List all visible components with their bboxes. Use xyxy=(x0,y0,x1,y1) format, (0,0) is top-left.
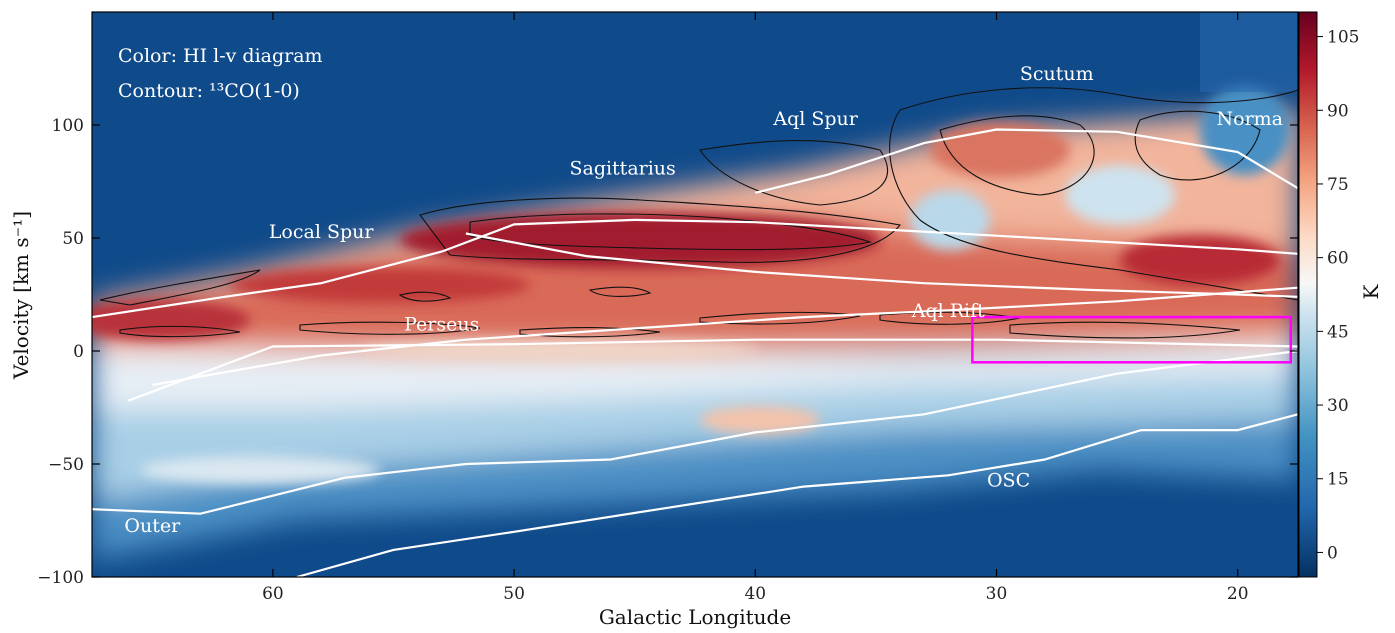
colorbar-ticks: 0 15 30 45 60 75 90 105 xyxy=(1317,28,1359,563)
region-label: Norma xyxy=(1217,108,1284,130)
region-label: Local Spur xyxy=(269,221,375,243)
annotation-line-1: Color: HI l-v diagram xyxy=(118,45,323,67)
region-label: Aql Rift xyxy=(911,300,985,322)
spiral-arm-track xyxy=(152,286,1298,386)
x-axis-title: Galactic Longitude xyxy=(599,605,791,629)
region-label: Aql Spur xyxy=(772,108,858,130)
y-tick-label: −100 xyxy=(37,568,84,588)
colorbar-tick-label: 90 xyxy=(1327,101,1349,121)
y-axis-title: Velocity [km s⁻¹] xyxy=(9,211,33,380)
highlight-box-layer xyxy=(971,315,1293,364)
colorbar-tick-label: 15 xyxy=(1327,470,1349,490)
x-tick-label: 20 xyxy=(1227,584,1249,604)
x-tick-label: 60 xyxy=(262,584,284,604)
colorbar-tick-label: 0 xyxy=(1327,543,1338,563)
colorbar-tick-label: 60 xyxy=(1327,249,1349,269)
colorbar-tick-label: 30 xyxy=(1327,396,1349,416)
y-tick-label: 100 xyxy=(52,116,84,136)
region-label: Outer xyxy=(124,515,181,537)
spiral-arm-track xyxy=(92,349,1298,515)
spiral-arm-track xyxy=(296,413,1298,577)
highlight-box xyxy=(971,315,1293,364)
y-tick-label: −50 xyxy=(48,455,84,475)
region-label: Scutum xyxy=(1020,63,1094,85)
x-axis: 60 50 40 30 20 xyxy=(262,12,1249,604)
colorbar-label: K xyxy=(1359,283,1383,299)
region-labels: Local Spur Sagittarius Aql Spur Scutum Norma… xyxy=(124,63,1283,537)
region-label: Perseus xyxy=(404,314,479,336)
spiral-arm-track xyxy=(92,218,1298,319)
x-tick-label: 30 xyxy=(986,584,1008,604)
spiral-arm-track xyxy=(127,338,1298,402)
x-tick-label: 40 xyxy=(744,584,766,604)
y-axis: −100 −50 0 50 100 xyxy=(37,116,1298,588)
colorbar xyxy=(1298,11,1318,578)
spiral-arm-track xyxy=(755,128,1298,194)
plot-frame xyxy=(91,11,1299,578)
spiral-arm-track xyxy=(465,232,1298,298)
y-tick-label: 50 xyxy=(62,229,84,249)
hi-emission-image xyxy=(92,12,1298,577)
colorbar-tick-label: 75 xyxy=(1327,175,1349,195)
colorbar-tick-label: 45 xyxy=(1327,322,1349,342)
y-tick-label: 0 xyxy=(73,342,84,362)
co-contours xyxy=(99,87,1298,339)
colorbar-tick-label: 105 xyxy=(1327,28,1359,48)
spiral-arm-tracks xyxy=(92,128,1298,577)
x-tick-label: 50 xyxy=(503,584,525,604)
annotation-line-2: Contour: ¹³CO(1-0) xyxy=(118,80,300,102)
region-label: OSC xyxy=(987,470,1030,492)
region-label: Sagittarius xyxy=(569,158,675,180)
